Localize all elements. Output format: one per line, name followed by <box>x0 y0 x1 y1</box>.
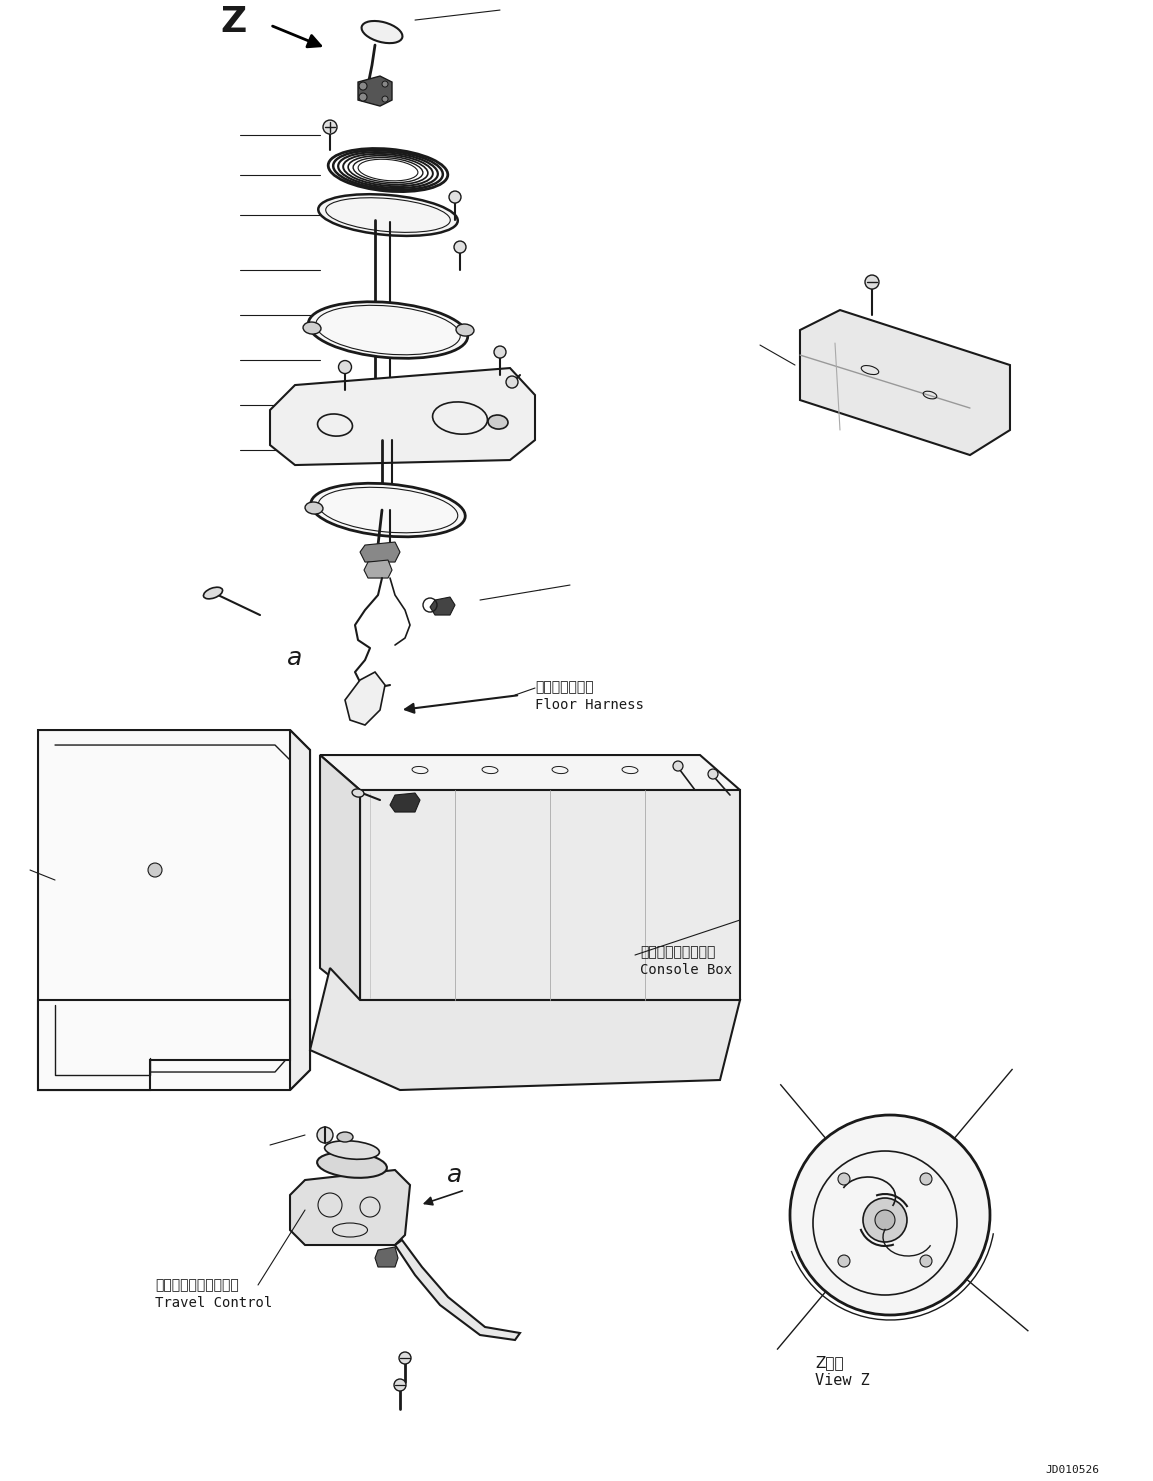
Ellipse shape <box>362 21 402 43</box>
Ellipse shape <box>317 1152 387 1177</box>
Circle shape <box>838 1173 850 1185</box>
Polygon shape <box>360 789 740 1000</box>
Circle shape <box>359 81 367 90</box>
Polygon shape <box>359 76 392 107</box>
Text: Z　視: Z 視 <box>815 1355 844 1370</box>
Polygon shape <box>38 730 310 1090</box>
Circle shape <box>920 1254 932 1268</box>
Ellipse shape <box>325 1140 379 1160</box>
Text: トラベルコントロール: トラベルコントロール <box>155 1278 239 1291</box>
Ellipse shape <box>708 769 718 779</box>
Circle shape <box>875 1210 895 1231</box>
Text: フロアハーネス: フロアハーネス <box>535 680 594 695</box>
Circle shape <box>148 863 163 877</box>
Ellipse shape <box>865 275 879 289</box>
Text: View Z: View Z <box>815 1373 869 1388</box>
Text: コンソールボックス: コンソールボックス <box>640 945 715 960</box>
Ellipse shape <box>337 1131 353 1142</box>
Text: a: a <box>287 646 303 669</box>
Polygon shape <box>291 730 310 1090</box>
Polygon shape <box>364 560 392 578</box>
Polygon shape <box>345 672 385 726</box>
Circle shape <box>790 1115 990 1315</box>
Polygon shape <box>395 1240 520 1340</box>
Circle shape <box>382 96 389 102</box>
Ellipse shape <box>203 588 223 598</box>
Ellipse shape <box>673 761 683 772</box>
Ellipse shape <box>303 321 321 335</box>
Ellipse shape <box>323 120 337 135</box>
Polygon shape <box>310 969 740 1090</box>
Circle shape <box>359 93 367 101</box>
Polygon shape <box>360 542 400 561</box>
Ellipse shape <box>454 241 466 253</box>
Circle shape <box>382 81 389 87</box>
Polygon shape <box>321 755 360 1000</box>
Ellipse shape <box>449 191 461 203</box>
Ellipse shape <box>394 1379 406 1391</box>
Polygon shape <box>375 1247 398 1268</box>
Polygon shape <box>270 369 535 465</box>
Ellipse shape <box>308 302 468 358</box>
Polygon shape <box>390 792 420 812</box>
Ellipse shape <box>399 1352 410 1364</box>
Circle shape <box>317 1127 333 1143</box>
Text: JD010526: JD010526 <box>1045 1465 1099 1475</box>
Ellipse shape <box>306 502 323 514</box>
Circle shape <box>838 1254 850 1268</box>
Circle shape <box>920 1173 932 1185</box>
Polygon shape <box>291 1170 410 1246</box>
Ellipse shape <box>339 360 352 373</box>
Text: Floor Harness: Floor Harness <box>535 698 643 712</box>
Text: Travel Control: Travel Control <box>155 1296 272 1311</box>
Ellipse shape <box>352 789 364 797</box>
Ellipse shape <box>311 483 466 536</box>
Polygon shape <box>430 597 455 615</box>
Ellipse shape <box>493 347 506 358</box>
Circle shape <box>862 1198 907 1243</box>
Text: Console Box: Console Box <box>640 963 732 977</box>
Text: a: a <box>447 1163 462 1186</box>
Ellipse shape <box>457 324 474 336</box>
Polygon shape <box>321 755 740 789</box>
Ellipse shape <box>506 376 518 388</box>
Polygon shape <box>800 310 1010 455</box>
Ellipse shape <box>488 415 508 429</box>
Ellipse shape <box>318 194 458 235</box>
Text: Z: Z <box>220 4 246 39</box>
Polygon shape <box>38 1000 291 1090</box>
